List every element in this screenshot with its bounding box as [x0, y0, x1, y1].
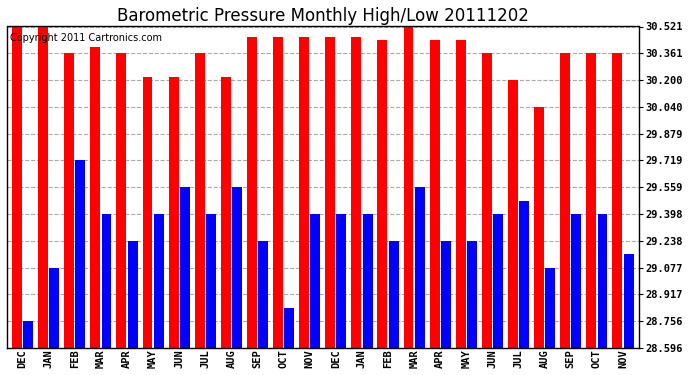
Bar: [101, 214, 112, 348]
Bar: [560, 53, 570, 348]
Bar: [337, 214, 346, 348]
Bar: [415, 187, 425, 348]
Bar: [351, 36, 362, 348]
Bar: [168, 77, 179, 348]
Text: Copyright 2011 Cartronics.com: Copyright 2011 Cartronics.com: [10, 33, 162, 43]
Bar: [232, 187, 242, 348]
Bar: [598, 214, 607, 348]
Bar: [404, 27, 413, 348]
Bar: [508, 80, 518, 348]
Bar: [545, 268, 555, 348]
Bar: [299, 36, 309, 348]
Bar: [482, 53, 492, 348]
Bar: [624, 254, 633, 348]
Bar: [571, 214, 581, 348]
Bar: [195, 53, 205, 348]
Bar: [206, 214, 216, 348]
Bar: [50, 268, 59, 348]
Bar: [467, 241, 477, 348]
Bar: [64, 53, 74, 348]
Bar: [377, 40, 387, 348]
Bar: [258, 241, 268, 348]
Bar: [180, 187, 190, 348]
Bar: [325, 36, 335, 348]
Bar: [519, 201, 529, 348]
Bar: [534, 107, 544, 348]
Bar: [388, 241, 399, 348]
Bar: [117, 53, 126, 348]
Bar: [154, 214, 164, 348]
Bar: [273, 36, 283, 348]
Bar: [75, 160, 86, 348]
Title: Barometric Pressure Monthly High/Low 20111202: Barometric Pressure Monthly High/Low 201…: [117, 7, 529, 25]
Bar: [441, 241, 451, 348]
Bar: [23, 321, 33, 348]
Bar: [12, 27, 22, 348]
Bar: [310, 214, 320, 348]
Bar: [221, 77, 230, 348]
Bar: [247, 36, 257, 348]
Bar: [362, 214, 373, 348]
Bar: [613, 53, 622, 348]
Bar: [493, 214, 503, 348]
Bar: [284, 308, 294, 348]
Bar: [143, 77, 152, 348]
Bar: [38, 27, 48, 348]
Bar: [456, 40, 466, 348]
Bar: [90, 46, 100, 348]
Bar: [128, 241, 137, 348]
Bar: [430, 40, 440, 348]
Bar: [586, 53, 596, 348]
